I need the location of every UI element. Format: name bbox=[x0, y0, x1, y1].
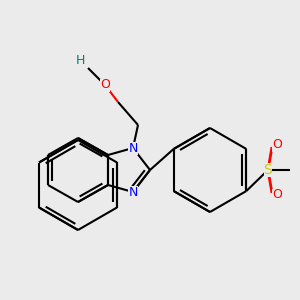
Text: O: O bbox=[272, 188, 282, 202]
Text: H: H bbox=[75, 53, 85, 67]
Text: O: O bbox=[100, 79, 110, 92]
Text: O: O bbox=[272, 139, 282, 152]
Text: N: N bbox=[128, 185, 138, 199]
Text: N: N bbox=[128, 142, 138, 154]
Text: S: S bbox=[264, 163, 272, 177]
